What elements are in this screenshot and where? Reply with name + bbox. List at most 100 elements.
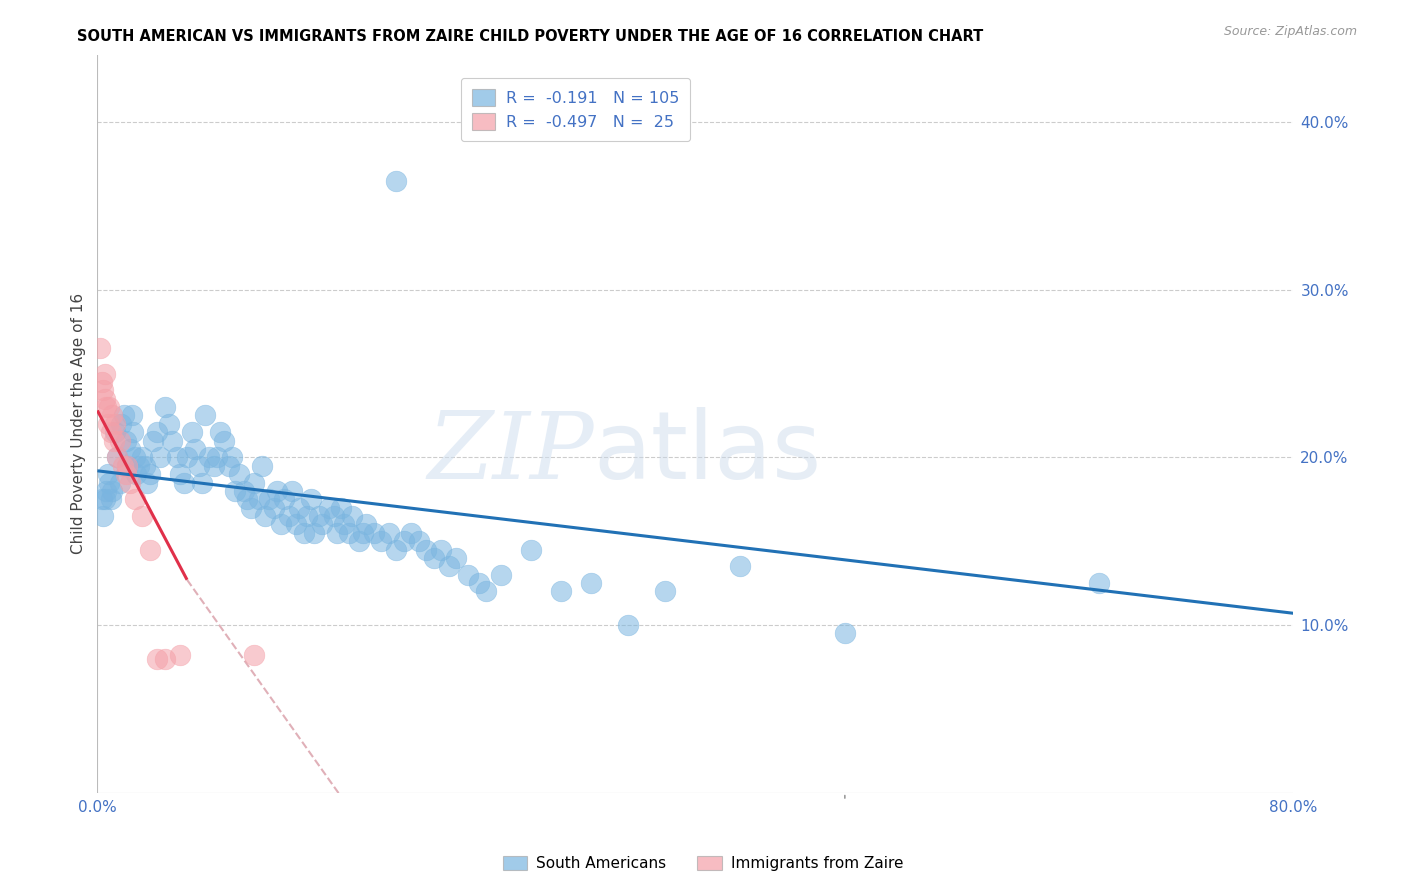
Point [437, 559, 460, 574]
Point [370, 534, 392, 549]
Point [475, 584, 498, 599]
Point [363, 525, 385, 540]
Point [208, 425, 231, 440]
Point [103, 434, 125, 448]
Point [120, 442, 142, 456]
Point [247, 492, 270, 507]
Point [90, 375, 112, 389]
Point [353, 525, 375, 540]
Point [337, 525, 360, 540]
Point [356, 517, 378, 532]
Point [94, 492, 117, 507]
Point [224, 483, 246, 498]
Point [160, 434, 183, 448]
Point [520, 542, 543, 557]
Point [273, 492, 295, 507]
Point [285, 517, 308, 532]
Point [105, 450, 128, 465]
Point [243, 475, 266, 490]
Point [91, 509, 114, 524]
Point [98, 475, 121, 490]
Point [114, 434, 136, 448]
Point [96, 400, 118, 414]
Point [128, 458, 150, 473]
Point [135, 475, 157, 490]
Point [124, 450, 146, 465]
Point [176, 450, 198, 465]
Point [169, 648, 191, 663]
Point [277, 509, 299, 524]
Text: atlas: atlas [593, 408, 823, 500]
Point [214, 434, 236, 448]
Point [146, 651, 169, 665]
Point [295, 509, 318, 524]
Point [385, 174, 408, 188]
Point [347, 534, 370, 549]
Point [125, 467, 148, 482]
Point [218, 458, 240, 473]
Point [240, 500, 263, 515]
Point [91, 384, 114, 398]
Point [202, 458, 225, 473]
Point [191, 475, 214, 490]
Point [108, 475, 131, 490]
Point [149, 450, 172, 465]
Point [299, 492, 322, 507]
Point [100, 425, 122, 440]
Point [131, 509, 153, 524]
Point [280, 483, 302, 498]
Point [221, 450, 243, 465]
Legend: South Americans, Immigrants from Zaire: South Americans, Immigrants from Zaire [496, 849, 910, 877]
Point [111, 458, 134, 473]
Point [654, 584, 676, 599]
Point [101, 483, 124, 498]
Point [408, 534, 430, 549]
Point [138, 542, 160, 557]
Point [157, 417, 180, 431]
Point [134, 458, 156, 473]
Point [728, 559, 751, 574]
Point [330, 500, 353, 515]
Point [378, 525, 401, 540]
Point [169, 467, 191, 482]
Point [292, 525, 315, 540]
Text: Source: ZipAtlas.com: Source: ZipAtlas.com [1223, 25, 1357, 38]
Point [138, 467, 160, 482]
Point [94, 367, 117, 381]
Point [180, 425, 202, 440]
Point [98, 400, 121, 414]
Point [415, 542, 437, 557]
Point [104, 425, 127, 440]
Y-axis label: Child Poverty Under the Age of 16: Child Poverty Under the Age of 16 [72, 293, 86, 555]
Point [579, 576, 602, 591]
Point [325, 525, 347, 540]
Text: ZIP: ZIP [427, 409, 593, 499]
Point [120, 475, 142, 490]
Point [89, 342, 111, 356]
Point [101, 409, 124, 423]
Point [122, 425, 145, 440]
Point [392, 534, 415, 549]
Point [110, 417, 132, 431]
Point [236, 492, 259, 507]
Point [104, 417, 127, 431]
Point [124, 492, 146, 507]
Point [97, 467, 120, 482]
Point [117, 458, 139, 473]
Point [318, 500, 340, 515]
Point [308, 509, 330, 524]
Point [243, 648, 266, 663]
Point [288, 500, 311, 515]
Point [263, 500, 285, 515]
Point [183, 442, 205, 456]
Point [550, 584, 572, 599]
Point [228, 467, 250, 482]
Point [1088, 576, 1111, 591]
Point [166, 450, 188, 465]
Point [117, 458, 139, 473]
Point [266, 483, 288, 498]
Point [173, 475, 195, 490]
Point [467, 576, 489, 591]
Point [108, 434, 131, 448]
Point [146, 425, 169, 440]
